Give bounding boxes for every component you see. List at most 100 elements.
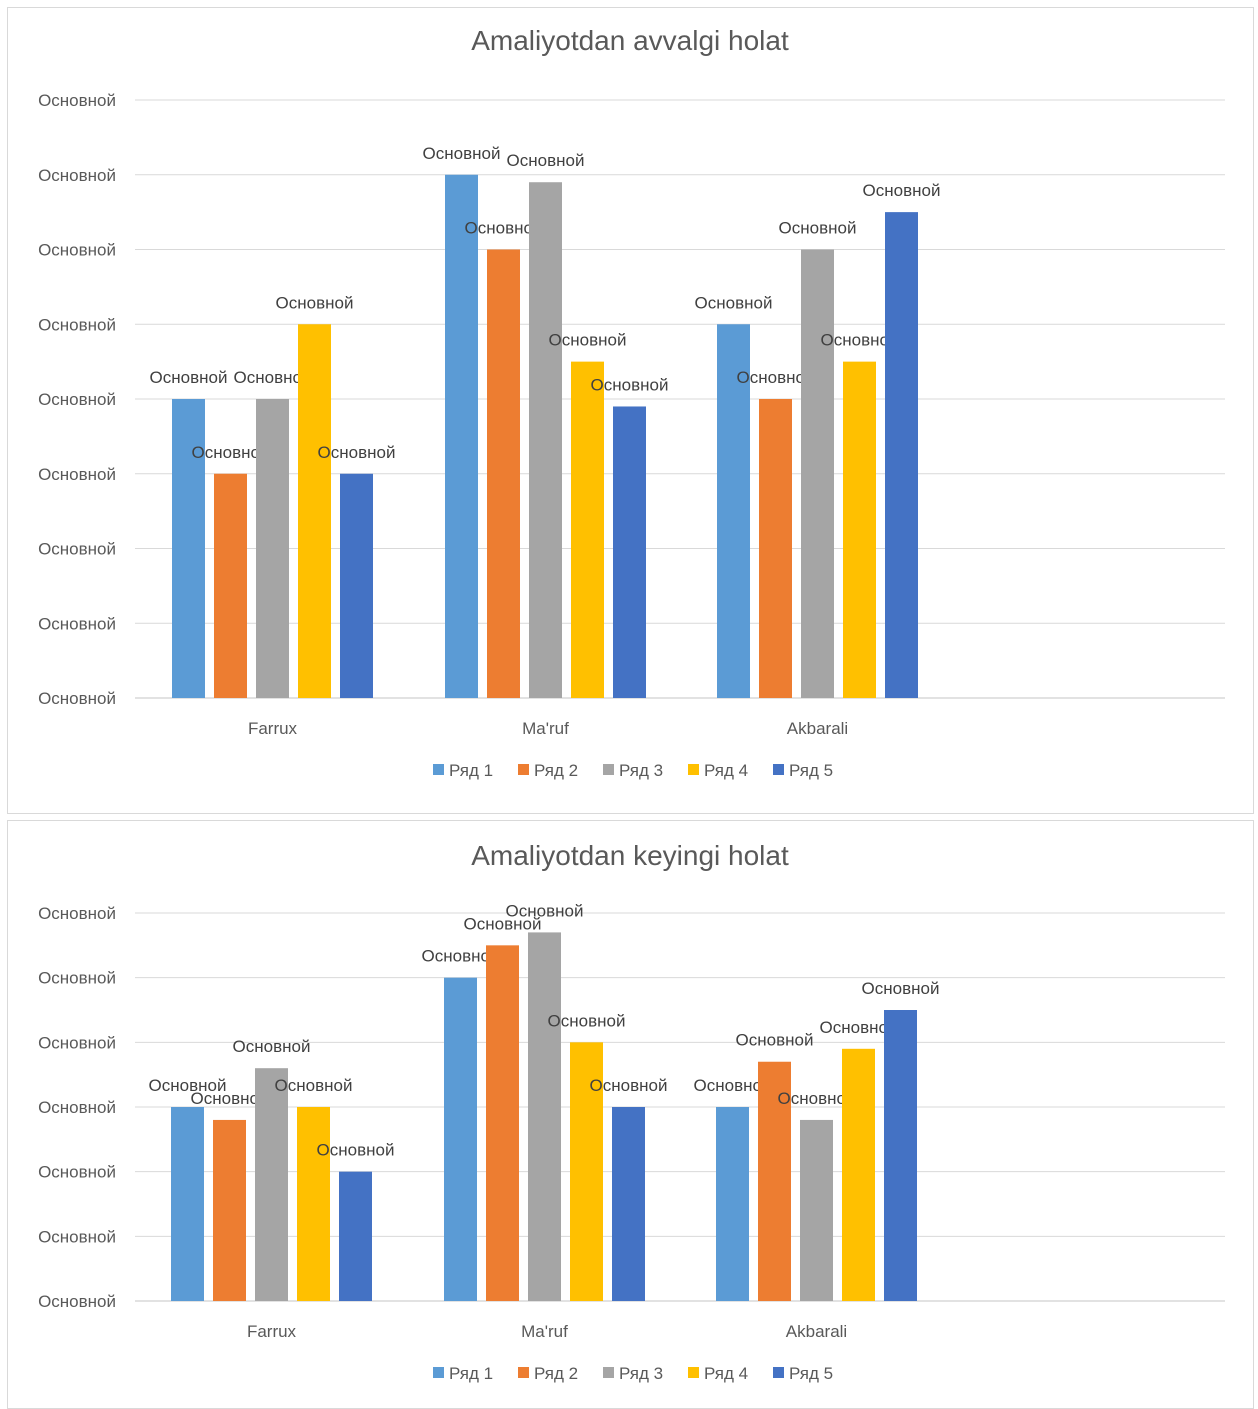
chart-2-category-label: Farrux [247, 1322, 297, 1341]
chart-2-y-tick-label: Основной [38, 1227, 116, 1246]
chart-1-bar [843, 361, 876, 698]
chart-1-bar [172, 399, 205, 698]
chart-after-svg: Amaliyotdan keyingi holatОсновнойОсновно… [38, 840, 1225, 1383]
chart-1-data-label: Основной [737, 368, 815, 387]
chart-2-legend-swatch [773, 1367, 784, 1378]
chart-1-category-label: Ma'ruf [522, 719, 569, 738]
chart-2-legend-swatch [433, 1367, 444, 1378]
chart-1-y-tick-label: Основной [38, 540, 116, 559]
chart-2-data-label: Основной [694, 1076, 772, 1095]
chart-1-title: Amaliyotdan avvalgi holat [471, 25, 789, 56]
chart-2-data-label: Основной [506, 901, 584, 920]
chart-2-bar [758, 1061, 791, 1301]
chart-1-data-label: Основной [549, 331, 627, 350]
chart-1-data-label: Основной [150, 368, 228, 387]
chart-1-y-tick-label: Основной [38, 166, 116, 185]
chart-1-data-label: Основной [234, 368, 312, 387]
chart-2-legend-label: Ряд 2 [534, 1364, 578, 1383]
chart-1-bar [717, 324, 750, 698]
chart-2-bar [255, 1068, 288, 1301]
chart-1-bar [298, 324, 331, 698]
chart-1-y-tick-label: Основной [38, 315, 116, 334]
chart-1-data-label: Основной [423, 144, 501, 163]
chart-1-data-label: Основной [318, 443, 396, 462]
chart-2-legend-swatch [603, 1367, 614, 1378]
chart-2-data-label: Основной [862, 979, 940, 998]
chart-1-y-tick-label: Основной [38, 689, 116, 708]
chart-before: Amaliyotdan avvalgi holat Основной Основно… [7, 7, 1254, 814]
chart-1-data-label: Основной [465, 219, 543, 238]
chart-1-category-label: Farrux [248, 719, 298, 738]
chart-2-bar [800, 1119, 833, 1301]
chart-1-bar [445, 174, 478, 698]
chart-2-bar [612, 1107, 645, 1301]
chart-2-data-label: Основной [736, 1031, 814, 1050]
chart-1-category-label: Akbarali [787, 719, 848, 738]
chart-2-y-tick-label: Основной [38, 1163, 116, 1182]
chart-2-data-label: Основной [590, 1076, 668, 1095]
chart-1-bar [529, 182, 562, 699]
chart-1-bar [214, 473, 247, 698]
chart-2-data-label: Основной [275, 1076, 353, 1095]
chart-2-legend-swatch [688, 1367, 699, 1378]
chart-1-y-tick-label: Основной [38, 241, 116, 260]
chart-1-bar [885, 212, 918, 698]
chart-1-bar [613, 406, 646, 698]
chart-2-legend-label: Ряд 5 [789, 1364, 833, 1383]
chart-2-bar [213, 1119, 246, 1301]
chart-2-data-label: Основной [548, 1011, 626, 1030]
chart-1-legend-swatch [603, 764, 614, 775]
chart-1-legend-label: Ряд 3 [619, 761, 663, 780]
chart-2-bar [171, 1107, 204, 1301]
chart-2-data-label: Основной [464, 914, 542, 933]
chart-2-data-label: Основной [778, 1089, 856, 1108]
chart-2-bar [570, 1042, 603, 1301]
chart-2-y-tick-label: Основной [38, 1292, 116, 1311]
chart-1-bar [256, 399, 289, 698]
chart-2-legend-swatch [518, 1367, 529, 1378]
chart-1-y-tick-label: Основной [38, 465, 116, 484]
chart-1-legend-swatch [518, 764, 529, 775]
chart-2-bar [486, 945, 519, 1301]
chart-1-y-tick-label: Основной [38, 91, 116, 110]
chart-2-bar [297, 1107, 330, 1301]
chart-2-data-label: Основной [317, 1141, 395, 1160]
chart-2-bar [884, 1010, 917, 1301]
chart-2-category-label: Ma'ruf [521, 1322, 568, 1341]
chart-2-bar [716, 1107, 749, 1301]
chart-1-legend-label: Ряд 4 [704, 761, 748, 780]
chart-2-data-label: Основной [422, 947, 500, 966]
chart-1-data-label: Основной [276, 293, 354, 312]
chart-1-bar [487, 249, 520, 698]
chart-2-legend-label: Ряд 1 [449, 1364, 493, 1383]
chart-1-data-label: Основной [507, 151, 585, 170]
chart-2-y-tick-label: Основной [38, 1098, 116, 1117]
chart-1-bar [801, 249, 834, 698]
chart-1-data-label: Основной [192, 443, 270, 462]
chart-2-y-tick-label: Основной [38, 969, 116, 988]
chart-1-bar [571, 361, 604, 698]
chart-2-bar [444, 977, 477, 1301]
chart-2-legend-label: Ряд 3 [619, 1364, 663, 1383]
chart-1-legend-swatch [773, 764, 784, 775]
chart-1-legend-label: Ряд 1 [449, 761, 493, 780]
chart-2-data-label: Основной [149, 1076, 227, 1095]
chart-2-bar [842, 1048, 875, 1301]
chart-1-legend-label: Ряд 5 [789, 761, 833, 780]
chart-1-legend-label: Ряд 2 [534, 761, 578, 780]
chart-1-data-label: Основной [821, 331, 899, 350]
chart-1-bar [759, 399, 792, 698]
chart-2-category-label: Akbarali [786, 1322, 847, 1341]
chart-2-legend-label: Ряд 4 [704, 1364, 748, 1383]
chart-1-data-label: Основной [591, 375, 669, 394]
chart-1-data-label: Основной [779, 219, 857, 238]
chart-2-data-label: Основной [233, 1037, 311, 1056]
chart-1-bar [340, 473, 373, 698]
chart-2-y-tick-label: Основной [38, 1033, 116, 1052]
chart-1-data-label: Основной [863, 181, 941, 200]
chart-after: Amaliyotdan keyingi holat Основной Основно… [7, 820, 1254, 1409]
chart-1-y-tick-label: Основной [38, 614, 116, 633]
chart-before-svg: Amaliyotdan avvalgi holat Основной Основно… [38, 25, 1225, 780]
chart-2-bar [528, 932, 561, 1301]
chart-1-y-tick-label: Основной [38, 390, 116, 409]
